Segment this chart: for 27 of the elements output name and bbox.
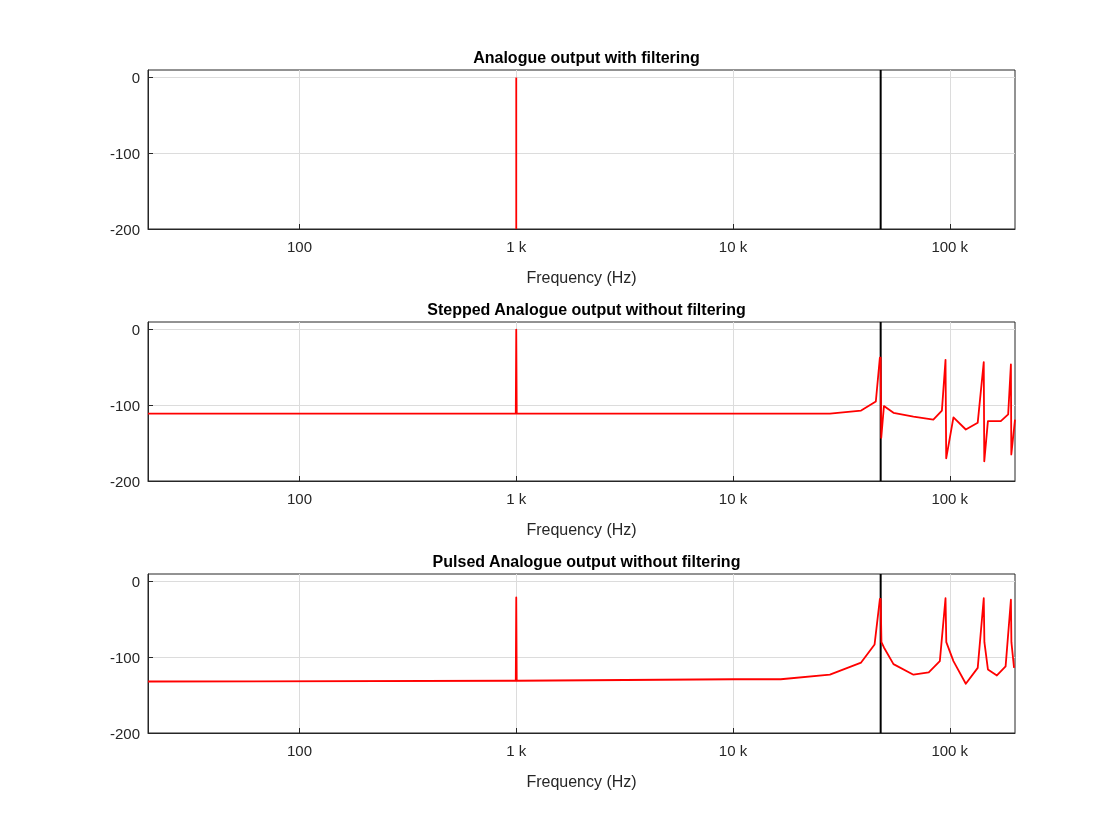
y-tick-label: 0: [131, 69, 140, 87]
x-axis-title: Frequency (Hz): [526, 772, 637, 790]
y-tick-label: -100: [109, 144, 140, 162]
x-tick-label: 1 k: [506, 490, 527, 507]
x-axis-title: Frequency (Hz): [526, 520, 637, 538]
y-tick-label: -200: [109, 472, 140, 490]
y-tick-label: -200: [109, 724, 140, 742]
chart-title: Pulsed Analogue output without filtering: [432, 552, 741, 570]
y-tick-label: -100: [109, 396, 140, 414]
x-tick-label: 100 k: [931, 742, 969, 759]
x-tick-label: 100: [286, 490, 313, 507]
y-tick-label: 0: [131, 573, 140, 591]
x-tick-label: 1 k: [506, 238, 527, 255]
x-tick-label: 1 k: [506, 742, 527, 759]
x-axis-title: Frequency (Hz): [526, 268, 637, 286]
chart-title: Analogue output with filtering: [473, 48, 700, 66]
y-tick-label: 0: [131, 321, 140, 339]
x-tick-label: 100 k: [931, 238, 969, 255]
y-tick-label: -200: [109, 220, 140, 238]
x-tick-label: 100: [286, 238, 313, 255]
x-tick-label: 100: [286, 742, 313, 759]
x-tick-label: 10 k: [718, 742, 748, 759]
x-tick-label: 10 k: [718, 490, 748, 507]
chart-title: Stepped Analogue output without filtering: [427, 300, 746, 318]
x-tick-label: 100 k: [931, 490, 969, 507]
y-tick-label: -100: [109, 648, 140, 666]
x-tick-label: 10 k: [718, 238, 748, 255]
